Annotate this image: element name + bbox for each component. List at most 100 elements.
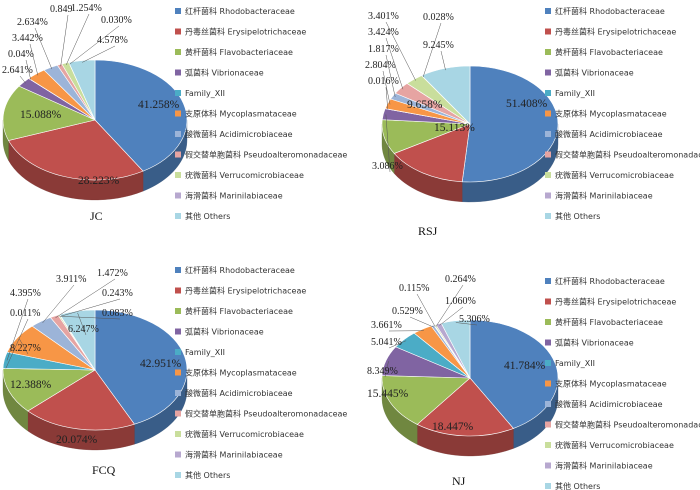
legend-swatch bbox=[175, 192, 181, 199]
data-label: 2.641% bbox=[2, 65, 33, 76]
data-label: 0.849 bbox=[50, 4, 73, 15]
legend-entry: 黄杆菌科 Flavobacteriaceae bbox=[555, 317, 663, 327]
leader-line bbox=[82, 45, 116, 63]
legend-entry: 丹毒丝菌科 Erysipelotrichaceae bbox=[555, 297, 676, 307]
legend-swatch bbox=[545, 298, 551, 305]
legend-entry: Family_XII bbox=[555, 89, 595, 98]
legend-swatch bbox=[175, 213, 181, 219]
legend-swatch bbox=[175, 151, 181, 158]
data-label: 0.264% bbox=[445, 274, 476, 285]
legend-swatch bbox=[545, 49, 551, 55]
legend-swatch bbox=[545, 8, 551, 14]
leader-line bbox=[439, 306, 464, 326]
legend-entry: 疣微菌科 Verrucomicrobiaceae bbox=[555, 440, 674, 450]
pie-slice-10 bbox=[440, 319, 471, 379]
legend-swatch bbox=[175, 390, 181, 396]
legend-entry: 弧菌科 Vibrionaceae bbox=[555, 68, 634, 78]
pie-slice-10 bbox=[59, 309, 96, 372]
pie-slice-2 bbox=[2, 85, 96, 141]
legend-swatch bbox=[545, 172, 551, 178]
leader-line bbox=[59, 298, 121, 317]
legend-swatch bbox=[175, 349, 181, 355]
legend-swatch bbox=[545, 278, 551, 284]
legend-swatch bbox=[545, 360, 551, 366]
legend-entry: 支原体科 Mycoplasmataceae bbox=[555, 109, 667, 119]
data-label: 28.223% bbox=[78, 175, 120, 187]
pie-slice-1 bbox=[8, 119, 144, 181]
data-label: 51.408% bbox=[506, 98, 548, 110]
legend: 红杆菌科 Rhodobacteraceae 丹毒丝菌科 Erysipelotric… bbox=[545, 6, 700, 221]
legend-entry: 酸微菌科 Acidimicrobiaceae bbox=[185, 388, 293, 398]
legend-entry: 黄杆菌科 Flavobacteriaceae bbox=[185, 306, 293, 316]
leader-line bbox=[385, 37, 404, 90]
pie-slice-0 bbox=[94, 59, 188, 172]
data-label: 15.088% bbox=[20, 109, 62, 121]
legend-entry: 其他 Others bbox=[555, 481, 600, 490]
data-label: 4.395% bbox=[10, 288, 41, 299]
data-label: 2.804% bbox=[365, 60, 396, 71]
legend-swatch bbox=[545, 192, 551, 199]
pie-chart-fcq: 42.951% 20.074% 12.388% 0.011% 4.395% 8.227% 3… bbox=[2, 265, 347, 480]
legend-swatch bbox=[175, 369, 181, 376]
data-label: 0.529% bbox=[392, 306, 423, 317]
data-label: 3.401% bbox=[368, 11, 399, 22]
leader-line bbox=[69, 25, 120, 65]
data-label: 15.113% bbox=[434, 122, 475, 134]
leader-line bbox=[55, 278, 116, 319]
chart-title: NJ bbox=[452, 474, 466, 488]
leader-line bbox=[385, 54, 396, 97]
legend-entry: 红杆菌科 Rhodobacteraceae bbox=[555, 6, 665, 16]
legend-swatch bbox=[175, 267, 181, 273]
leader-line bbox=[416, 293, 436, 327]
legend-swatch bbox=[175, 172, 181, 178]
leader-line bbox=[385, 21, 416, 81]
legend-entry: 疣微菌科 Verrucomicrobiaceae bbox=[185, 429, 304, 439]
chart-title: JC bbox=[90, 209, 103, 223]
leader-line bbox=[455, 322, 478, 326]
data-label: 1.817% bbox=[368, 44, 399, 55]
legend-entry: 弧菌科 Vibrionaceae bbox=[185, 68, 264, 78]
legend-entry: 黄杆菌科 Flavobacteriaceae bbox=[555, 47, 663, 57]
legend-entry: 支原体科 Mycoplasmataceae bbox=[185, 368, 297, 378]
data-label: 3.086% bbox=[372, 161, 403, 172]
legend-swatch bbox=[175, 472, 181, 478]
legend-entry: 丹毒丝菌科 Erysipelotrichaceae bbox=[185, 27, 306, 37]
leader-line bbox=[385, 86, 388, 110]
legend-entry: 红杆菌科 Rhodobacteraceae bbox=[185, 265, 295, 275]
data-label: 1.472% bbox=[97, 268, 128, 279]
data-label: 0.243% bbox=[102, 288, 133, 299]
leader-line bbox=[385, 114, 391, 173]
legend-swatch bbox=[175, 131, 181, 137]
leader-line bbox=[384, 361, 389, 378]
data-label: 3.911% bbox=[56, 274, 86, 285]
legend-entry: Family_XII bbox=[185, 348, 225, 357]
legend-entry: 红杆菌科 Rhodobacteraceae bbox=[555, 276, 665, 286]
pie-chart-rsj: 51.408% 15.113% 9.658% 3.086% 0.016% 2.804% 1.… bbox=[365, 6, 700, 238]
legend-entry: 假交替单胞菌科 Pseudoalteromonadaceae bbox=[555, 420, 700, 430]
legend-entry: Family_XII bbox=[555, 359, 595, 368]
leader-line bbox=[60, 316, 121, 320]
leader-line bbox=[388, 340, 407, 349]
data-label: 1.254% bbox=[71, 3, 102, 14]
data-label: 5.306% bbox=[459, 314, 490, 325]
chart-title: RSJ bbox=[418, 224, 438, 238]
legend-entry: 其他 Others bbox=[555, 211, 600, 221]
pie-slice-2 bbox=[2, 368, 97, 412]
legend-swatch bbox=[175, 308, 181, 314]
data-label: 15.445% bbox=[367, 388, 409, 400]
data-label: 18.447% bbox=[432, 421, 474, 433]
data-label: 20.074% bbox=[56, 434, 98, 446]
legend-entry: 弧菌科 Vibrionaceae bbox=[555, 338, 634, 348]
legend-swatch bbox=[175, 328, 181, 335]
legend-swatch bbox=[545, 110, 551, 117]
legend-swatch bbox=[545, 151, 551, 158]
legend-entry: 支原体科 Mycoplasmataceae bbox=[185, 109, 297, 119]
data-label: 9.245% bbox=[423, 40, 454, 51]
legend-swatch bbox=[175, 287, 181, 294]
leader-line bbox=[5, 318, 29, 369]
legend-swatch bbox=[175, 451, 181, 458]
legend-swatch bbox=[175, 410, 181, 417]
data-label: 41.784% bbox=[504, 360, 546, 372]
legend-swatch bbox=[175, 8, 181, 14]
leader-line bbox=[42, 284, 75, 324]
